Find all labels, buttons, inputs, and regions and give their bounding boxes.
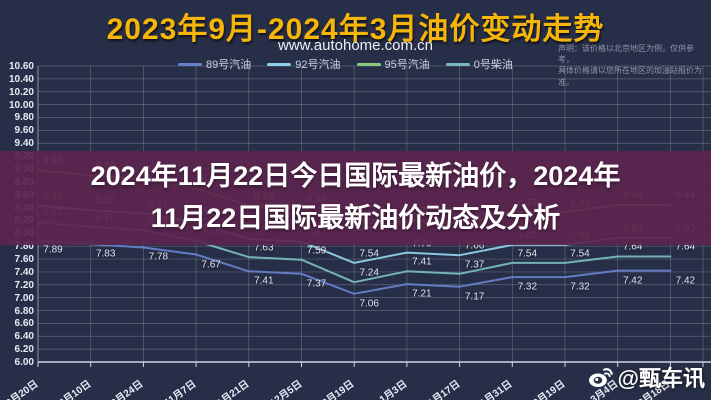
data-point-label: 7.54 (570, 248, 590, 260)
y-tick-label: 10.20 (8, 86, 34, 98)
legend-swatch-0-diesel (445, 62, 470, 66)
y-tick-label: 7.00 (14, 292, 34, 304)
legend-item-89: 89号汽油 (178, 56, 251, 72)
y-tick-label: 10.40 (8, 73, 34, 85)
data-point-label: 7.37 (306, 278, 327, 290)
legend-label-89: 89号汽油 (206, 59, 252, 71)
y-tick-label: 6.40 (14, 331, 34, 343)
data-point-label: 7.24 (359, 267, 379, 279)
y-tick-label: 6.60 (14, 318, 34, 330)
legend-swatch-95 (356, 62, 381, 66)
data-point-label: 7.41 (412, 256, 432, 268)
disclaimer-line-1: 声明：该价格以北京地区为例，仅供参考， (558, 44, 694, 65)
y-tick-label: 9.60 (14, 125, 34, 137)
y-tick-label: 10.60 (8, 61, 34, 72)
y-tick-label: 6.00 (14, 357, 34, 368)
legend-item-0-diesel: 0号柴油 (445, 56, 513, 72)
disclaimer-line-2: 具体价格请以您所在地区的加油站报价为准。 (558, 66, 702, 87)
y-tick-label: 10.00 (8, 99, 34, 111)
data-point-label: 7.37 (464, 259, 485, 271)
data-point-label: 7.59 (306, 245, 327, 257)
legend-item-95: 95号汽油 (356, 56, 430, 72)
data-point-label: 7.64 (675, 241, 696, 253)
y-tick-label: 9.40 (14, 138, 34, 150)
data-point-label: 7.66 (464, 240, 485, 252)
series-line-89号汽油 (37, 239, 672, 295)
disclaimer-note: 声明：该价格以北京地区为例，仅供参考， 具体价格请以您所在地区的加油站报价为准。 (558, 43, 708, 88)
y-tick-label: 7.20 (14, 279, 34, 291)
legend-swatch-89 (178, 62, 202, 66)
data-point-label: 7.17 (464, 291, 485, 303)
data-point-label: 7.63 (254, 242, 274, 254)
data-point-label: 7.54 (359, 248, 379, 260)
legend-item-92: 92号汽油 (267, 56, 341, 72)
data-point-label: 7.83 (95, 248, 116, 260)
data-point-label: 7.41 (254, 275, 274, 287)
chart-title: 2023年9月-2024年3月油价变动走势 (106, 13, 605, 46)
data-point-label: 7.32 (517, 281, 538, 293)
data-point-label: 7.42 (622, 275, 643, 287)
y-tick-label: 7.40 (14, 266, 34, 278)
headline-overlay-banner: 2024年11月22日今日国际最新油价，2024年 11月22日国际最新油价动态… (0, 151, 711, 245)
legend-label-92: 92号汽油 (295, 59, 341, 71)
watermark: @甄车讯 (587, 361, 705, 393)
legend-label-0-diesel: 0号柴油 (473, 59, 513, 71)
data-point-label: 7.89 (43, 244, 63, 256)
data-point-label: 7.06 (359, 298, 379, 310)
y-tick-label: 6.80 (14, 305, 34, 317)
weibo-icon (587, 364, 613, 390)
data-point-label: 7.42 (675, 275, 696, 287)
website-url: www.autohome.com.cn (277, 37, 434, 54)
legend-swatch-92 (267, 62, 292, 66)
y-tick-label: 6.20 (14, 344, 34, 356)
y-tick-label: 7.80 (14, 241, 34, 253)
y-tick-label: 7.60 (14, 254, 34, 266)
headline-line-2: 11月22日国际最新油价动态及分析 (150, 203, 561, 233)
data-point-label: 7.54 (517, 248, 538, 260)
legend-label-95: 95号汽油 (384, 59, 430, 71)
legend: 89号汽油 92号汽油 95号汽油 0号柴油 (178, 56, 513, 72)
y-tick-label: 9.80 (14, 112, 34, 124)
data-point-label: 7.21 (412, 288, 432, 300)
data-point-label: 7.67 (201, 259, 221, 271)
watermark-text: @甄车讯 (617, 366, 705, 391)
data-point-label: 7.32 (570, 281, 590, 293)
data-point-label: 7.78 (148, 251, 169, 263)
data-point-label: 7.64 (622, 241, 643, 253)
headline-line-1: 2024年11月22日今日国际最新油价，2024年 (90, 161, 621, 192)
